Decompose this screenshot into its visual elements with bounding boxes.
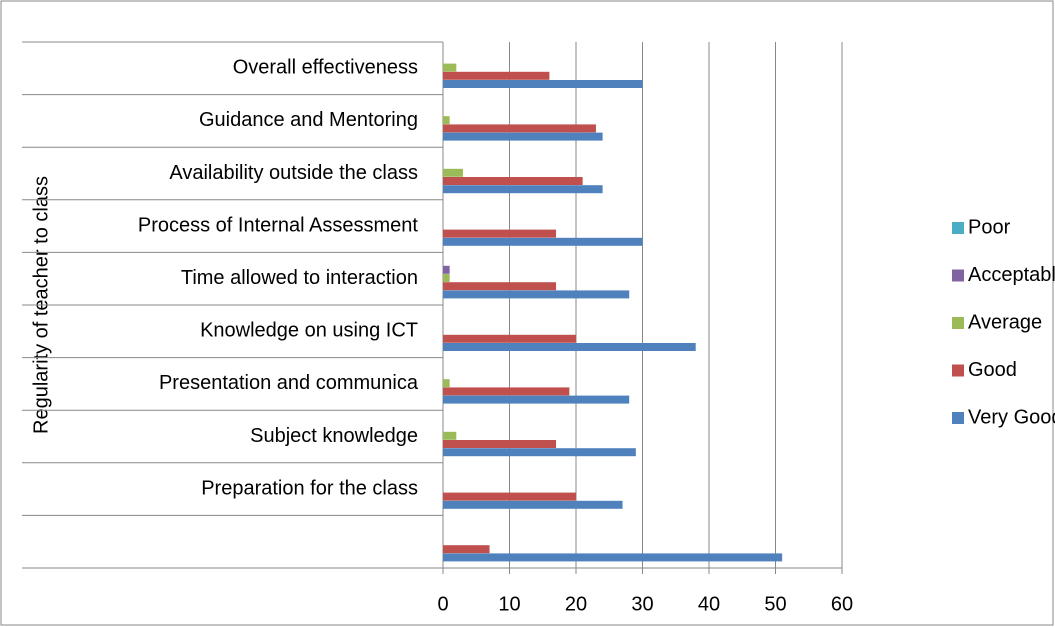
bar — [443, 500, 623, 509]
y-tick-label: Time allowed to interaction — [181, 267, 418, 289]
legend-swatch — [952, 269, 964, 282]
bar — [443, 334, 576, 343]
bar — [443, 237, 643, 246]
y-tick-label: Presentation and communica — [159, 372, 419, 394]
bar — [443, 545, 490, 554]
bar — [443, 492, 576, 501]
legend-swatch — [952, 412, 964, 424]
bar — [443, 448, 636, 457]
bar — [443, 290, 630, 299]
bar — [443, 387, 570, 396]
x-tick-label: 0 — [437, 593, 448, 615]
bar — [443, 124, 596, 133]
bar — [443, 431, 457, 440]
x-tick-label: 50 — [764, 593, 786, 615]
x-tick-label: 30 — [631, 593, 653, 615]
legend-label: Good — [968, 359, 1017, 381]
bar — [443, 132, 603, 141]
y-tick-label: Subject knowledge — [250, 425, 418, 447]
bar — [443, 395, 630, 404]
legend-label: Very Good — [968, 406, 1055, 428]
x-tick-label: 60 — [831, 593, 853, 615]
legend-label: Acceptable — [968, 264, 1055, 286]
y-tick-label: Preparation for the class — [201, 477, 418, 499]
bar — [443, 116, 450, 125]
bar — [443, 80, 643, 88]
bar — [443, 440, 557, 448]
legend-swatch — [952, 222, 964, 234]
bar — [443, 177, 583, 185]
bar — [443, 343, 696, 351]
bar — [443, 553, 783, 562]
bar — [443, 265, 450, 274]
legend-label: Poor — [968, 216, 1011, 238]
x-tick-label: 10 — [498, 593, 520, 615]
y-tick-label: Overall effectiveness — [233, 57, 418, 79]
y-tick-label: Availability outside the class — [169, 162, 418, 184]
x-tick-label: 40 — [698, 593, 720, 615]
bar — [443, 63, 457, 72]
x-tick-label: 20 — [565, 593, 587, 615]
y-tick-label: Knowledge on using ICT — [200, 320, 418, 342]
bar — [443, 168, 463, 177]
legend-swatch — [952, 317, 964, 329]
bar — [443, 71, 550, 80]
bar — [443, 379, 450, 388]
legend-swatch — [952, 364, 964, 377]
y-tick-label: Guidance and Mentoring — [199, 109, 418, 131]
legend-label: Average — [968, 311, 1042, 333]
y-tick-label: Process of Internal Assessment — [138, 214, 419, 236]
bar — [443, 282, 557, 291]
bar — [443, 274, 450, 282]
bar — [443, 185, 603, 194]
bar — [443, 229, 557, 238]
